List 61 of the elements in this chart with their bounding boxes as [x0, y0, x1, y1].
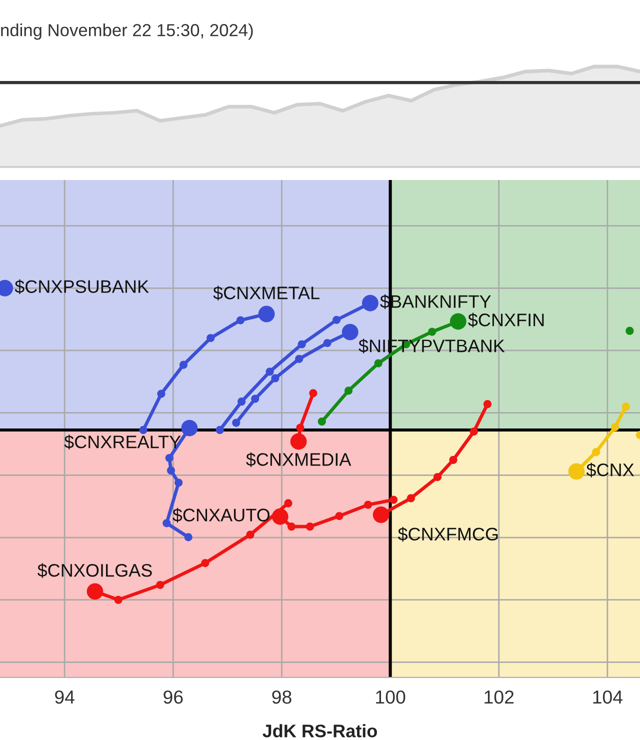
- series-label: $CNXFIN: [468, 312, 544, 328]
- point: [449, 456, 458, 464]
- x-tick-label: 100: [376, 690, 406, 704]
- point: [610, 423, 620, 432]
- point: [364, 500, 372, 509]
- point: [428, 328, 436, 336]
- point: [295, 354, 304, 363]
- series-label: $CNX: [586, 462, 634, 478]
- point: [166, 466, 176, 475]
- point: [622, 402, 630, 411]
- point: [483, 400, 492, 408]
- x-tick-label: 98: [272, 690, 292, 704]
- point: [165, 454, 174, 462]
- point: [298, 340, 306, 348]
- point: [332, 316, 341, 324]
- point: [246, 530, 254, 539]
- point: [206, 334, 215, 342]
- point: [626, 326, 634, 335]
- point: [251, 394, 260, 403]
- point: [236, 316, 245, 324]
- x-tick-label: 104: [593, 690, 623, 704]
- point: [592, 448, 600, 456]
- point: [184, 533, 192, 542]
- chart-title: nding November 22 15:30, 2024): [1, 24, 253, 40]
- x-tick-label: 102: [484, 690, 514, 704]
- point: [306, 522, 314, 531]
- point: [216, 426, 224, 434]
- point: [433, 472, 442, 482]
- point: [390, 496, 398, 504]
- point: [344, 386, 353, 395]
- point: [271, 374, 280, 382]
- x-tick-label: 94: [55, 690, 74, 704]
- series-label: $CNXOILGAS: [37, 563, 152, 578]
- point: [296, 424, 304, 432]
- point: [232, 418, 240, 427]
- point: [157, 390, 166, 398]
- series-label: $CNXPSUBANK: [14, 279, 149, 294]
- series-label: $CNXAUTO: [172, 508, 270, 523]
- point: [318, 418, 326, 426]
- point: [156, 580, 164, 589]
- point: [162, 519, 171, 528]
- series-label: $CNXMETAL: [213, 286, 320, 300]
- point: [309, 389, 318, 398]
- point: [266, 368, 274, 376]
- point: [323, 338, 332, 348]
- point: [174, 478, 183, 487]
- x-tick-label: 96: [164, 690, 183, 704]
- point: [139, 426, 148, 434]
- point: [179, 360, 188, 369]
- x-axis-title: JdK RS-Ratio: [262, 724, 377, 738]
- point: [114, 596, 122, 604]
- point: [335, 512, 344, 520]
- point: [406, 494, 415, 502]
- series-label: $CNXMEDIA: [246, 452, 352, 467]
- point: [284, 499, 292, 508]
- series-label: $CNXFMCG: [398, 526, 498, 542]
- point: [287, 522, 296, 531]
- point: [201, 559, 210, 568]
- point: [374, 359, 382, 368]
- point: [238, 398, 246, 406]
- point: [470, 427, 478, 436]
